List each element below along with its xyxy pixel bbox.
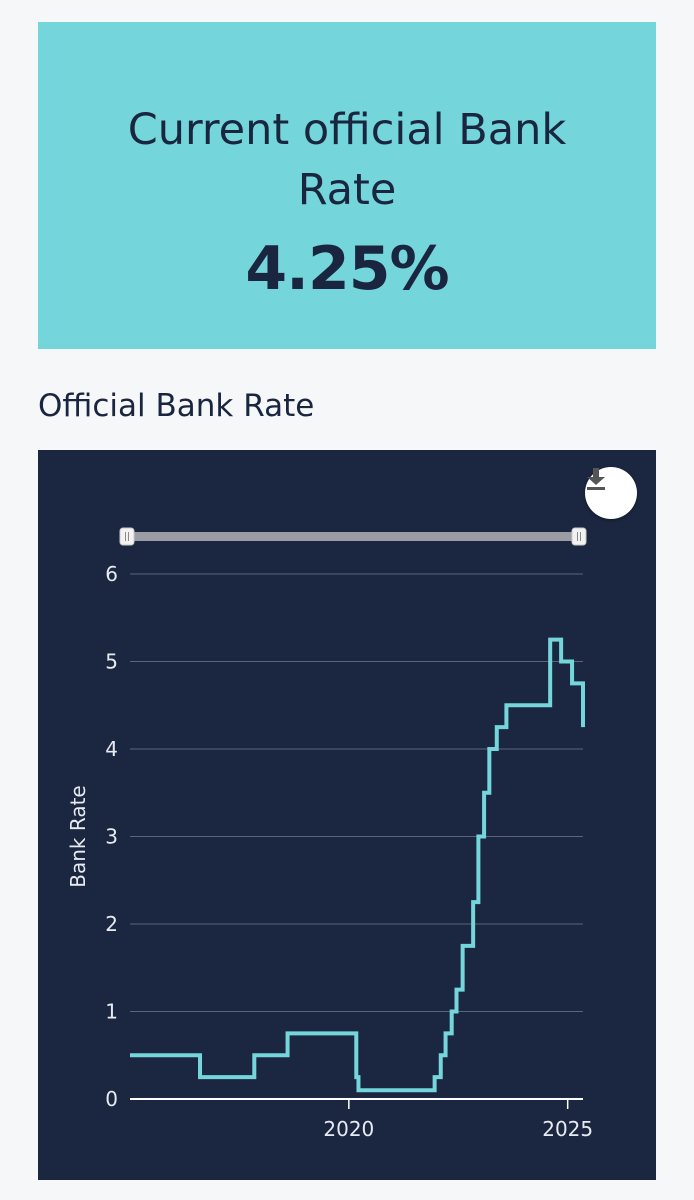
y-tick-label: 1 xyxy=(105,1000,118,1024)
bank-rate-line xyxy=(130,637,585,1093)
y-axis-title: Bank Rate xyxy=(66,785,90,887)
current-rate-value: 4.25% xyxy=(245,234,449,304)
current-rate-card: Current official Bank Rate 4.25% xyxy=(38,22,656,349)
range-slider-right-handle[interactable] xyxy=(571,527,587,546)
x-tick-label: 2020 xyxy=(323,1117,374,1141)
y-tick-label: 2 xyxy=(105,912,118,936)
current-rate-title: Current official Bank Rate xyxy=(127,105,567,215)
y-tick-label: 6 xyxy=(105,562,118,586)
range-slider-track xyxy=(128,532,584,541)
chart-canvas: 0 1 2 3 4 5 6 2020 2025 Bank Rate xyxy=(66,527,593,1141)
y-tick-label: 4 xyxy=(105,737,118,761)
y-tick-label: 5 xyxy=(105,650,118,674)
download-icon xyxy=(587,468,605,490)
bank-rate-chart: 0 1 2 3 4 5 6 2020 2025 Bank Rate xyxy=(38,450,656,1180)
x-tick-label: 2025 xyxy=(542,1117,593,1141)
range-slider-left-handle[interactable] xyxy=(119,527,135,546)
y-tick-label: 3 xyxy=(105,825,118,849)
chart-heading: Official Bank Rate xyxy=(38,388,315,424)
download-button[interactable] xyxy=(585,467,637,519)
y-tick-label: 0 xyxy=(105,1087,118,1111)
